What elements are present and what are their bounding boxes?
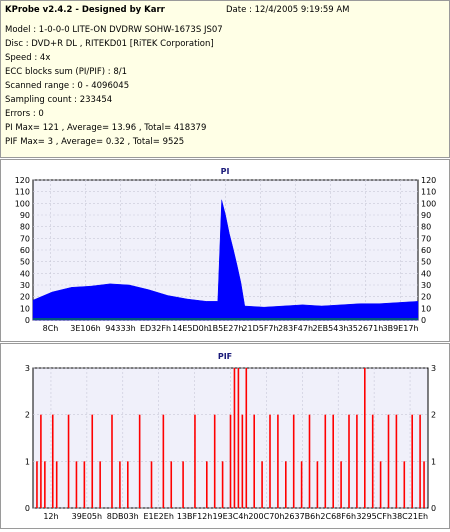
x-tick-label: ED32Fh xyxy=(140,324,171,333)
x-tick-label: 21D5F7h xyxy=(242,324,278,333)
pi-series-area xyxy=(32,199,419,321)
x-tick-label: 283F47h xyxy=(278,324,313,333)
model-line: Model : 1-0-0-0 LITE-ON DVDRW SOHW-1673S… xyxy=(5,25,223,35)
y-tick-label-right: 50 xyxy=(421,258,431,267)
pif-stats-line: PIF Max= 3 , Average= 0.32 , Total= 9525 xyxy=(5,137,185,147)
x-tick-label: 8DB03h xyxy=(107,512,139,521)
x-tick-label: 3295CFh xyxy=(356,512,392,521)
x-tick-label: 352671h xyxy=(348,324,384,333)
y-tick-label-left: 50 xyxy=(20,258,30,267)
x-tick-label: 38C21Eh xyxy=(392,512,428,521)
y-tick-label-right: 110 xyxy=(421,188,436,197)
y-tick-label-left: 110 xyxy=(15,188,30,197)
y-tick-label-right: 70 xyxy=(421,234,431,243)
pi-chart: 0 0 10 10 20 20 30 30 40 40 50 50 60 60 70 70 80 80 90 90 10… xyxy=(15,176,437,333)
y-tick-label-right: 30 xyxy=(421,281,431,290)
y-tick-label-left: 90 xyxy=(20,211,30,220)
y-tick-label-right: 90 xyxy=(421,211,431,220)
pi-chart-title: PI xyxy=(220,167,230,176)
x-tick-label: 3B9E17h xyxy=(383,324,419,333)
x-tick-label: 13BF12h xyxy=(177,512,213,521)
y-tick-label-left: 3 xyxy=(25,364,30,373)
x-tick-label: 2637B6h xyxy=(284,512,320,521)
speed-line: Speed : 4x xyxy=(5,53,51,63)
x-tick-label: 39E05h xyxy=(72,512,102,521)
pif-chart: 0 0 1 1 2 2 3 3 12h 39E05h 8DB03h E1E2Eh 13BF12h 19E3… xyxy=(25,364,436,521)
y-tick-label-left: 10 xyxy=(20,304,30,313)
x-tick-label: E1E2Eh xyxy=(143,512,173,521)
range-line: Scanned range : 0 - 4096045 xyxy=(5,81,130,91)
y-tick-label-right: 0 xyxy=(421,316,426,325)
y-tick-label-right: 20 xyxy=(421,293,431,302)
y-tick-label-right: 60 xyxy=(421,246,431,255)
app-title: KProbe v2.4.2 - Designed by Karr xyxy=(5,5,165,15)
pi-chart-panel: PI 0 0 10 10 20 20 30 30 40 40 50 50 60 60 70 70 80 80 90 9… xyxy=(0,159,450,342)
y-tick-label-left: 20 xyxy=(20,293,30,302)
pif-chart-panel: PIF 0 0 1 1 2 2 3 3 12h 39E05h 8DB03h E1E2Eh 13BF12h… xyxy=(0,343,450,529)
y-tick-label-left: 2 xyxy=(25,411,30,420)
x-tick-label: 2EB543h xyxy=(313,324,349,333)
pi-stats-line: PI Max= 121 , Average= 13.96 , Total= 41… xyxy=(5,123,207,133)
y-tick-label-right: 80 xyxy=(421,223,431,232)
x-tick-label: 1B5E27h xyxy=(208,324,244,333)
y-tick-label-left: 120 xyxy=(15,176,30,185)
scan-date: Date : 12/4/2005 9:19:59 AM xyxy=(226,5,350,15)
errors-line: Errors : 0 xyxy=(5,109,44,119)
y-tick-label-left: 0 xyxy=(25,316,30,325)
info-panel: KProbe v2.4.2 - Designed by Karr Date : … xyxy=(0,0,450,158)
y-tick-label-right: 120 xyxy=(421,176,436,185)
x-tick-label: 94333h xyxy=(105,324,136,333)
y-tick-label-left: 1 xyxy=(25,457,30,466)
y-tick-label-right: 10 xyxy=(421,304,431,313)
x-tick-label: 8Ch xyxy=(43,324,59,333)
disc-line: Disc : DVD+R DL , RITEKD01 [RiTEK Corpor… xyxy=(5,39,214,49)
y-tick-label-right: 100 xyxy=(421,199,436,208)
ecc-line: ECC blocks sum (PI/PIF) : 8/1 xyxy=(5,67,128,77)
x-tick-label: 200C70h xyxy=(248,512,284,521)
y-tick-label-left: 40 xyxy=(20,269,30,278)
y-tick-label-left: 70 xyxy=(20,234,30,243)
y-tick-label-left: 0 xyxy=(25,504,30,513)
x-tick-label: 2C68F6h xyxy=(320,512,356,521)
y-tick-label-left: 30 xyxy=(20,281,30,290)
y-tick-label-right: 40 xyxy=(421,269,431,278)
y-tick-label-right: 2 xyxy=(431,411,436,420)
y-tick-label-left: 100 xyxy=(15,199,30,208)
x-tick-label: 12h xyxy=(43,512,58,521)
x-tick-label: 19E3C4h xyxy=(212,512,248,521)
sampling-line: Sampling count : 233454 xyxy=(5,95,113,105)
x-tick-label: 14E5D0h xyxy=(172,324,209,333)
y-tick-label-right: 3 xyxy=(431,364,436,373)
y-tick-label-right: 0 xyxy=(431,504,436,513)
x-tick-label: 3E106h xyxy=(70,324,100,333)
pif-chart-title: PIF xyxy=(217,352,233,361)
y-tick-label-left: 80 xyxy=(20,223,30,232)
y-tick-label-left: 60 xyxy=(20,246,30,255)
y-tick-label-right: 1 xyxy=(431,457,436,466)
